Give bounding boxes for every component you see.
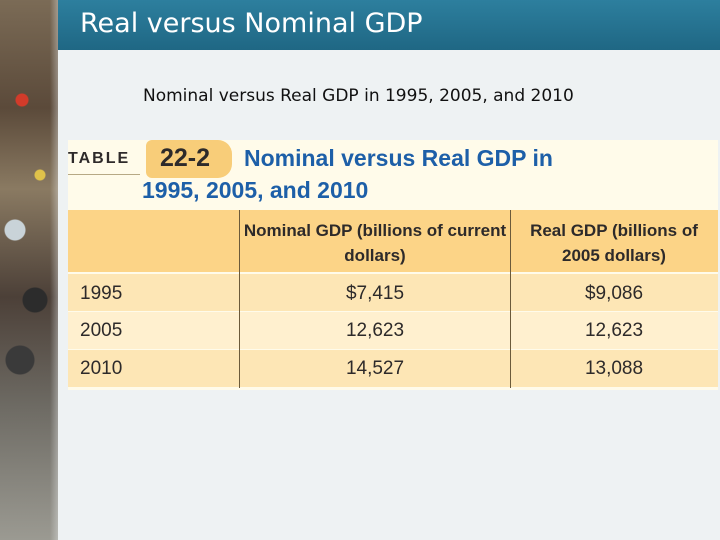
column-header-nominal: Nominal GDP (billions of current dollars… xyxy=(243,221,507,265)
table-header-row xyxy=(68,210,718,272)
column-divider xyxy=(510,210,511,388)
nominal-gdp-cell: 14,527 xyxy=(345,358,405,379)
table-number-badge xyxy=(146,140,232,178)
real-gdp-cell: 12,623 xyxy=(584,320,644,341)
table-row xyxy=(68,274,718,311)
table-heading-line2: 1995, 2005, and 2010 xyxy=(142,177,369,203)
table-label-rule xyxy=(68,174,140,175)
year-cell: 1995 xyxy=(80,283,123,304)
title-bar xyxy=(58,0,720,50)
nominal-gdp-cell: 12,623 xyxy=(345,320,405,341)
real-gdp-cell: 13,088 xyxy=(584,358,644,379)
year-cell: 2005 xyxy=(80,320,123,341)
year-cell: 2010 xyxy=(80,358,123,379)
table-number: 22-2 xyxy=(160,144,211,172)
table-row xyxy=(68,312,718,349)
column-divider xyxy=(239,210,240,388)
nominal-gdp-cell: $7,415 xyxy=(345,283,405,304)
slide-title: Real versus Nominal GDP xyxy=(80,8,423,39)
table-row xyxy=(68,350,718,387)
table-label: TABLE xyxy=(68,150,131,167)
slide-subtitle: Nominal versus Real GDP in 1995, 2005, a… xyxy=(143,86,574,106)
real-gdp-cell: $9,086 xyxy=(584,283,644,304)
column-header-real: Real GDP (billions of 2005 dollars) xyxy=(530,221,698,265)
table-heading-line1: Nominal versus Real GDP in xyxy=(244,145,553,171)
